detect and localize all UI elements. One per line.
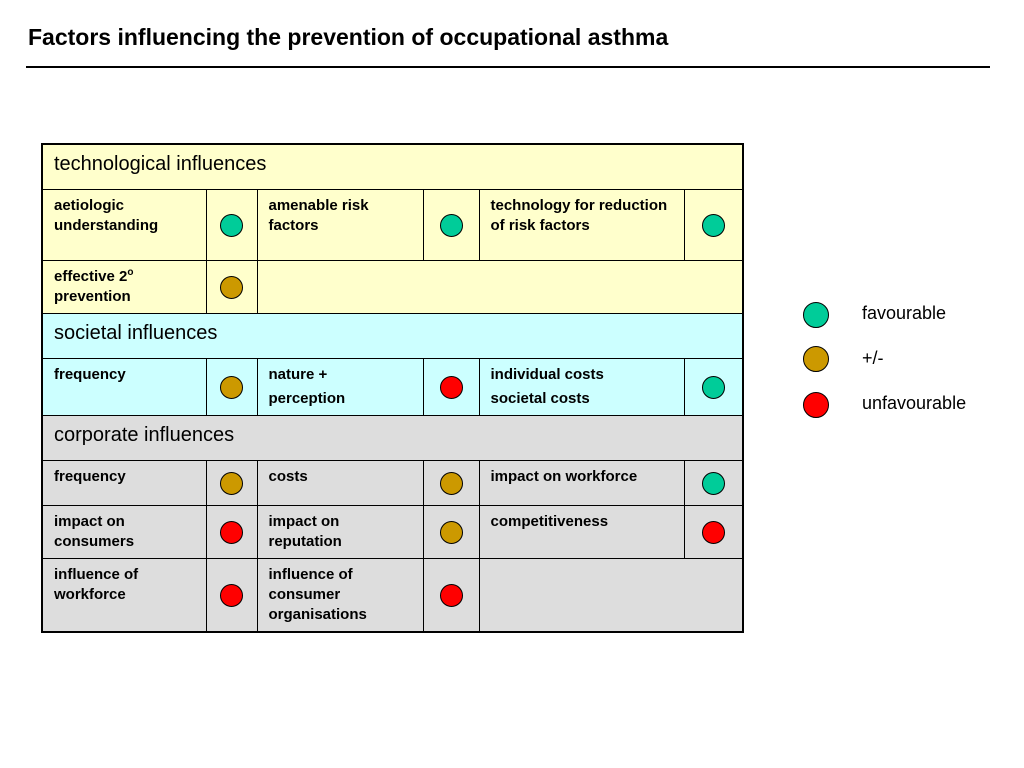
cell-corporate-costs: costs <box>256 460 424 506</box>
title-divider <box>26 66 990 68</box>
neutral-indicator <box>220 471 243 495</box>
cell-corporate-frequency: frequency <box>41 460 207 506</box>
favourable-indicator <box>701 375 725 399</box>
empty-cell <box>256 260 744 314</box>
cell-impact-reputation: impact on reputation <box>256 505 424 559</box>
legend-neutral-dot <box>803 346 829 372</box>
corporate-header: corporate influences <box>41 415 744 461</box>
cell-nature-perception: nature + perception <box>256 358 424 416</box>
neutral-indicator <box>439 471 463 495</box>
societal-costs-text: societal costs <box>490 390 590 407</box>
individual-costs-text: individual costs <box>490 366 604 383</box>
societal-header: societal influences <box>41 313 744 359</box>
legend-favourable-dot <box>803 302 829 328</box>
legend-favourable-label: favourable <box>862 303 947 323</box>
cell-influence-consumer-orgs: influence of consumer organisations <box>256 558 424 633</box>
neutral-indicator <box>220 275 243 299</box>
unfavourable-indicator <box>220 583 243 607</box>
favourable-indicator <box>701 213 725 237</box>
legend-unfavourable-label: unfavourable <box>862 393 967 413</box>
neutral-indicator <box>220 375 243 399</box>
legend-unfavourable-dot <box>803 392 829 418</box>
unfavourable-indicator <box>439 583 463 607</box>
cell-costs: individual costs societal costs <box>478 358 685 416</box>
cell-influence-workforce: influence of workforce <box>41 558 207 633</box>
favourable-indicator <box>701 471 725 495</box>
cell-technology-reduction: technology for reduction of risk factors <box>478 189 685 261</box>
degree-superscript: o <box>127 267 134 278</box>
perception-text: perception <box>268 390 346 407</box>
cell-effective-prevention: effective 2o prevention <box>41 260 207 314</box>
influence-matrix: technological influences aetiologic unde… <box>41 143 744 633</box>
cell-aetiologic-understanding: aetiologic understanding <box>41 189 207 261</box>
legend-neutral-label: +/- <box>862 348 884 368</box>
nature-text: nature + <box>268 366 328 383</box>
cell-effective-prevention-text: effective 2 <box>54 268 128 285</box>
cell-societal-frequency: frequency <box>41 358 207 416</box>
unfavourable-indicator <box>220 520 243 544</box>
unfavourable-indicator <box>701 520 725 544</box>
unfavourable-indicator <box>439 375 463 399</box>
page-title: Factors influencing the prevention of oc… <box>28 24 669 50</box>
favourable-indicator <box>439 213 463 237</box>
empty-cell <box>478 558 744 633</box>
cell-competitiveness: competitiveness <box>478 505 685 559</box>
neutral-indicator <box>439 520 463 544</box>
technological-header: technological influences <box>41 143 744 190</box>
cell-amenable-risk-factors: amenable risk factors <box>256 189 424 261</box>
cell-impact-consumers: impact on consumers <box>41 505 207 559</box>
cell-impact-workforce: impact on workforce <box>478 460 685 506</box>
favourable-indicator <box>220 213 243 237</box>
cell-effective-prevention-rest: prevention <box>54 288 131 305</box>
